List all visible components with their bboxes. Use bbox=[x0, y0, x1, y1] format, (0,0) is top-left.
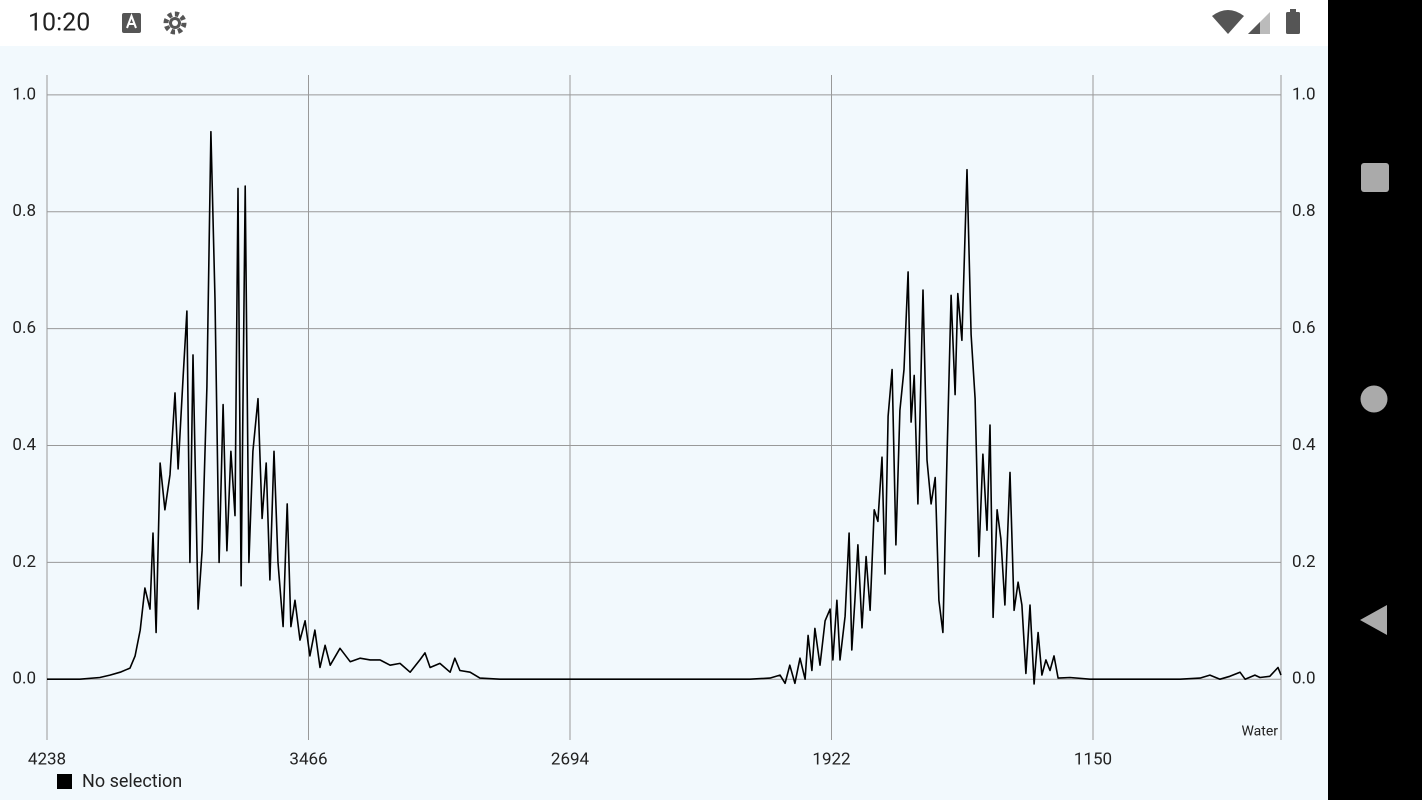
nav-back[interactable] bbox=[1360, 605, 1387, 635]
x-tick-label: 1150 bbox=[1074, 749, 1112, 769]
status-bar bbox=[0, 0, 1328, 46]
status-battery bbox=[1286, 12, 1300, 34]
x-tick-label: 1922 bbox=[812, 749, 850, 769]
y2-tick-label: 0.0 bbox=[1292, 669, 1316, 689]
annotation: Water bbox=[1241, 724, 1278, 740]
y2-tick-label: 0.2 bbox=[1292, 552, 1316, 572]
legend-swatch bbox=[57, 774, 72, 789]
y2-tick-label: 0.8 bbox=[1292, 201, 1316, 221]
status-signal-level bbox=[1248, 22, 1260, 34]
x-tick-label: 2694 bbox=[551, 749, 590, 769]
status-icon-gear bbox=[163, 11, 187, 35]
status-icon-gear-hole bbox=[172, 20, 178, 26]
x-tick-label: 4238 bbox=[28, 749, 66, 769]
y-tick-label: 0.4 bbox=[12, 435, 36, 455]
y-tick-label: 0.0 bbox=[12, 669, 36, 689]
nav-recents[interactable] bbox=[1361, 163, 1389, 192]
x-tick-label: 3466 bbox=[289, 749, 327, 769]
y-tick-label: 0.8 bbox=[12, 201, 36, 221]
plot: 0.0 0.0 0.2 0.2 0.4 0.4 0.6 0.6 0.8 0.8 1.0 1.0 4238… bbox=[12, 75, 1316, 769]
y-tick-label: 0.6 bbox=[12, 318, 36, 338]
status-time: 10:20 bbox=[28, 9, 90, 38]
y2-tick-label: 0.6 bbox=[1292, 318, 1316, 338]
y2-tick-label: 1.0 bbox=[1292, 84, 1316, 104]
status-battery-tip bbox=[1290, 9, 1296, 13]
y2-tick-label: 0.4 bbox=[1292, 435, 1316, 455]
status-icon-a-glyph bbox=[126, 13, 137, 29]
chart-background bbox=[0, 46, 1328, 800]
y-tick-label: 1.0 bbox=[12, 84, 36, 104]
status-wifi bbox=[1212, 10, 1244, 34]
y-tick-label: 0.2 bbox=[12, 552, 36, 572]
data-line bbox=[47, 130, 1282, 685]
nav-home[interactable] bbox=[1360, 385, 1388, 413]
legend-label: No selection bbox=[82, 771, 182, 792]
